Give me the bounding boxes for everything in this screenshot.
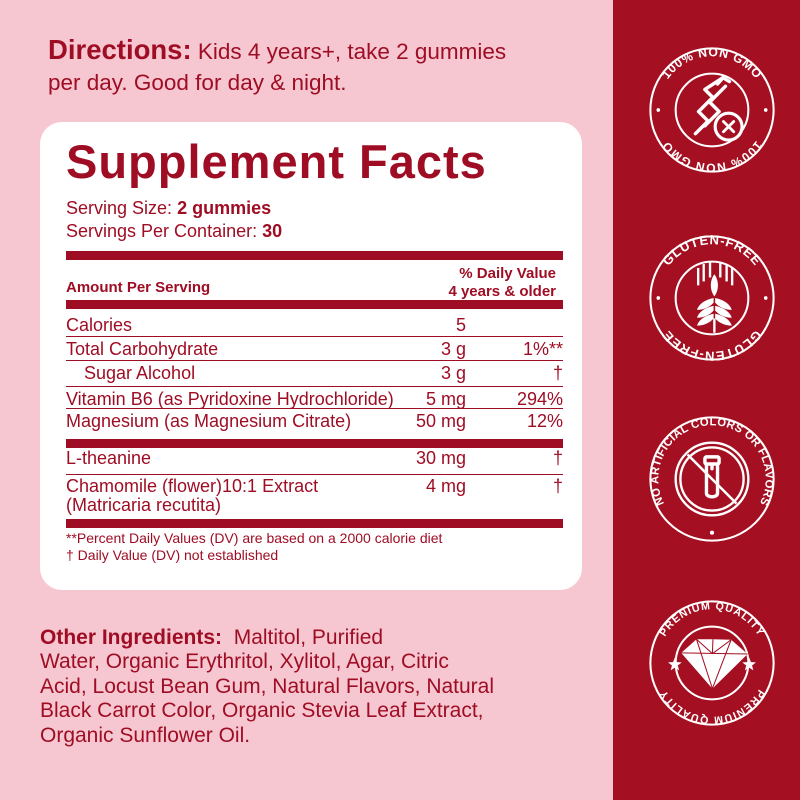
svg-text:NO ARTIFICIAL COLORS OR FLAVOR: NO ARTIFICIAL COLORS OR FLAVORS bbox=[649, 416, 775, 507]
svg-text:100% NON GMO: 100% NON GMO bbox=[659, 139, 765, 175]
svg-text:PRENIUM QUALITY: PRENIUM QUALITY bbox=[657, 687, 766, 726]
svg-text:PRENIUM QUALITY: PRENIUM QUALITY bbox=[657, 600, 766, 639]
svg-text:GLUTEN-FREE: GLUTEN-FREE bbox=[659, 232, 764, 268]
svg-text:100% NON GMO: 100% NON GMO bbox=[659, 45, 765, 81]
svg-text:GLUTEN-FREE: GLUTEN-FREE bbox=[659, 328, 764, 364]
